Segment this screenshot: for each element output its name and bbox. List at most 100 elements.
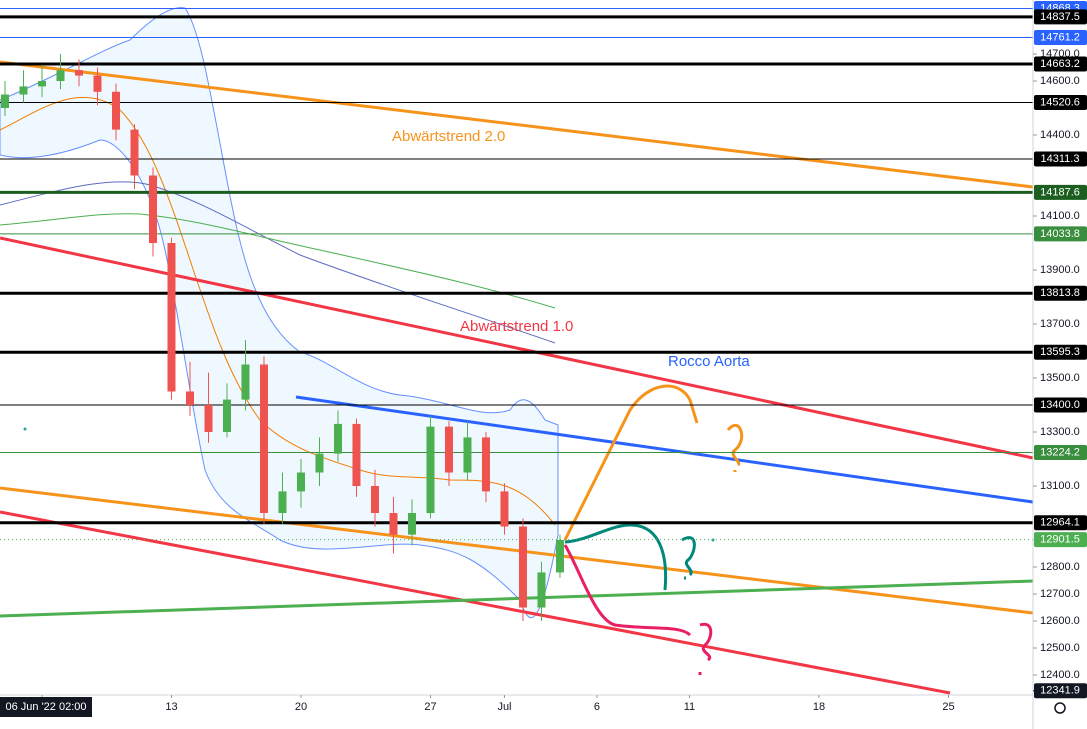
candle-body xyxy=(500,491,509,527)
y-tick-label: 12700.0 xyxy=(1040,588,1080,600)
candle-body xyxy=(74,70,83,76)
candle-body xyxy=(93,75,102,92)
candle-body xyxy=(333,423,342,454)
y-tick-label: 14100.0 xyxy=(1040,210,1080,222)
price-label: 13813.8 xyxy=(1040,287,1080,299)
candle-body xyxy=(185,391,194,406)
candle-body xyxy=(463,437,472,473)
candle-body xyxy=(204,405,213,433)
trend-line xyxy=(0,60,1034,189)
sketch xyxy=(681,536,696,580)
x-tick-label: 18 xyxy=(813,701,825,713)
price-label: 13224.2 xyxy=(1040,446,1080,458)
price-label: 14033.8 xyxy=(1040,228,1080,240)
candle-body xyxy=(481,437,490,492)
candle-body xyxy=(426,426,435,514)
price-axis xyxy=(1033,0,1087,729)
price-label: 14187.6 xyxy=(1040,186,1080,198)
sketch xyxy=(563,384,699,541)
candle-body xyxy=(19,86,28,95)
candle-body xyxy=(222,399,231,433)
x-tick-label: 25 xyxy=(942,701,954,713)
price-label-bg xyxy=(1034,532,1087,548)
candle-body xyxy=(56,70,65,82)
x-tick-label: 20 xyxy=(295,701,307,713)
x-tick-label: 13 xyxy=(165,701,177,713)
price-label: 14311.3 xyxy=(1041,153,1080,165)
y-tick-label: 13500.0 xyxy=(1040,372,1080,384)
price-label-bg xyxy=(1034,515,1087,531)
candle-body xyxy=(148,175,157,244)
price-label: 12964.1 xyxy=(1040,517,1080,529)
price-label-bg xyxy=(1034,94,1087,110)
candle-body xyxy=(167,243,176,392)
time-axis xyxy=(0,695,1087,729)
price-label: 14837.5 xyxy=(1040,11,1080,23)
candle-body xyxy=(352,423,361,487)
price-label-bg xyxy=(1034,397,1087,413)
x-tick-label: 06 Jun '22 02:00 xyxy=(5,701,86,713)
y-tick-label: 12800.0 xyxy=(1040,561,1080,573)
candle-body xyxy=(407,513,416,535)
price-label-bg xyxy=(1034,151,1087,167)
price-label-bg xyxy=(1034,285,1087,301)
sketch xyxy=(726,423,744,472)
sketch xyxy=(698,622,713,675)
trend-line xyxy=(0,579,1034,618)
settings-icon[interactable] xyxy=(1054,702,1066,714)
x-tick-label: 11 xyxy=(684,701,695,713)
trend-line xyxy=(0,510,951,695)
drawing-label: Abwärtstrend 2.0 xyxy=(392,128,505,145)
price-label: 13400.0 xyxy=(1040,399,1080,411)
x-tick-label-bg xyxy=(0,697,92,717)
price-label: 14663.2 xyxy=(1040,58,1080,70)
price-label-bg xyxy=(1034,344,1087,360)
dot xyxy=(23,427,27,431)
y-tick-label: 13900.0 xyxy=(1040,264,1080,276)
price-label-bg xyxy=(1034,29,1087,45)
price-label: 14761.2 xyxy=(1040,31,1080,43)
y-tick-label: 12500.0 xyxy=(1040,642,1080,654)
candle-body xyxy=(370,486,379,514)
price-label-bg xyxy=(1034,226,1087,242)
candle-body xyxy=(111,91,120,130)
x-tick-label: 27 xyxy=(424,701,436,713)
price-label: 14520.6 xyxy=(1040,96,1080,108)
candle-body xyxy=(537,572,546,608)
candle-body xyxy=(130,129,139,176)
price-label-bg xyxy=(1034,56,1087,72)
candle-body xyxy=(444,426,453,473)
moving-average xyxy=(0,181,556,344)
trend-line xyxy=(0,486,1034,615)
price-label: 12341.9 xyxy=(1040,685,1080,697)
candle-body xyxy=(0,94,9,109)
trend-line xyxy=(295,395,1034,504)
drawing-label: Abwärtstrend 1.0 xyxy=(460,318,573,335)
candle-body xyxy=(518,526,527,608)
candle-body xyxy=(555,540,564,573)
candle-body xyxy=(259,364,268,514)
price-label-bg xyxy=(1034,683,1087,699)
candle-body xyxy=(296,472,305,492)
y-tick-label: 12400.0 xyxy=(1040,669,1080,681)
y-tick-label: 12600.0 xyxy=(1040,615,1080,627)
y-tick-label: 13300.0 xyxy=(1040,426,1080,438)
price-label-bg xyxy=(1034,444,1087,460)
drawing-label: Rocco Aorta xyxy=(668,353,750,370)
candle-body xyxy=(315,453,324,473)
y-tick-label: 13100.0 xyxy=(1040,480,1080,492)
x-tick-label: 6 xyxy=(594,701,600,713)
candle-body xyxy=(241,364,250,400)
candle-body xyxy=(389,513,398,535)
x-tick-label: Jul xyxy=(497,701,511,713)
price-label-bg xyxy=(1034,9,1087,25)
price-label-bg xyxy=(1034,184,1087,200)
indicators: Abwärtstrend 2.0 Abwärtstrend 1.0 Rocco Ao… xyxy=(0,7,1034,695)
y-tick-label: 13700.0 xyxy=(1040,318,1080,330)
price-label: 13595.3 xyxy=(1040,346,1080,358)
candle-body xyxy=(37,81,46,87)
y-tick-label: 14600.0 xyxy=(1040,75,1080,87)
y-tick-label: 14400.0 xyxy=(1040,129,1080,141)
sketch xyxy=(564,523,668,591)
